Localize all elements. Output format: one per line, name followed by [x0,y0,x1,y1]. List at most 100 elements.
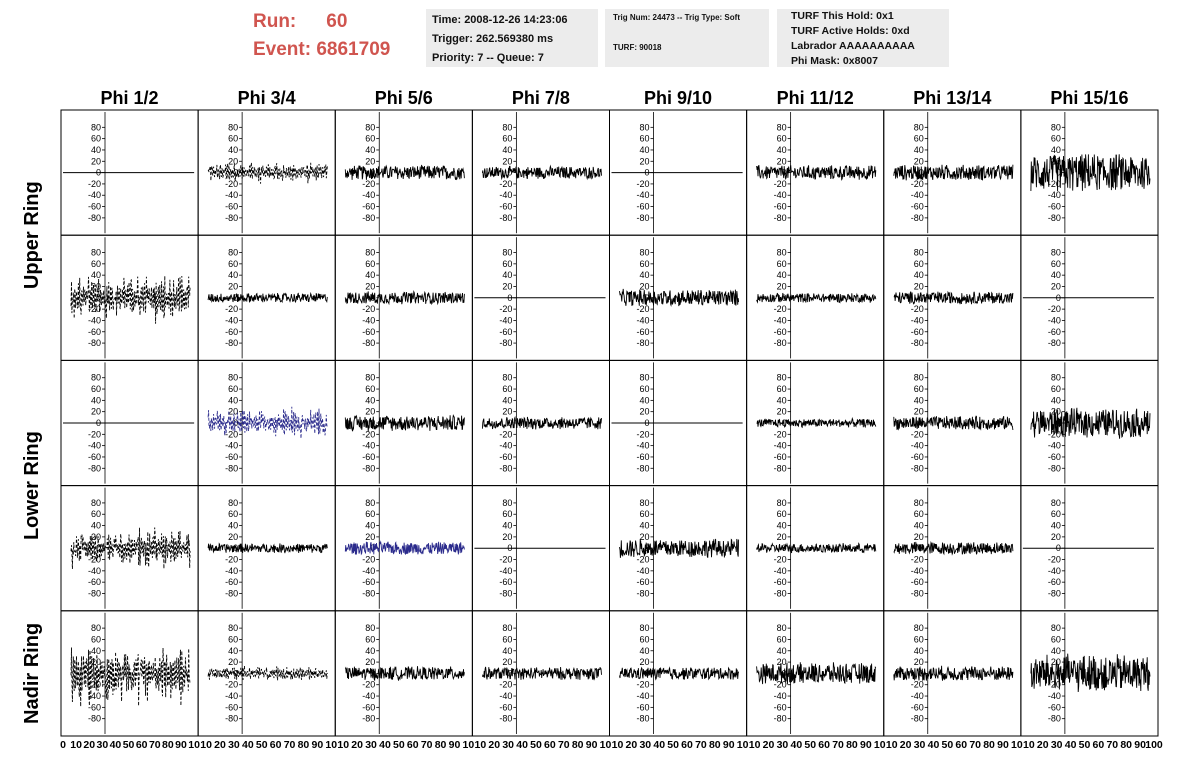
y-tick-label: 20 [228,156,238,166]
y-tick-label: -80 [1048,463,1061,473]
y-tick-label: 60 [914,509,924,519]
y-tick-label: 60 [914,634,924,644]
y-tick-label: -40 [362,691,375,701]
y-tick-label: -80 [774,463,787,473]
y-tick-label: -40 [225,441,238,451]
x-tick-label: 30 [639,739,651,751]
y-tick-label: -20 [911,555,924,565]
y-tick-label: -20 [774,179,787,189]
y-tick-label: 80 [365,373,375,383]
time-text: Time: 2008-12-26 14:23:06 [432,14,568,26]
y-tick-label: 80 [91,498,101,508]
y-tick-label: -60 [774,702,787,712]
y-tick-label: -40 [774,691,787,701]
y-tick-label: -80 [911,463,924,473]
x-tick-label: 70 [284,739,296,751]
y-tick-label: -60 [774,202,787,212]
y-tick-label: 20 [777,657,787,667]
y-tick-label: 80 [228,498,238,508]
y-tick-label: -20 [774,429,787,439]
waveform-trace [207,406,328,439]
y-tick-label: 0 [1056,168,1061,178]
y-tick-label: 60 [914,134,924,144]
y-tick-label: 60 [777,259,787,269]
y-tick-label: 40 [639,646,649,656]
y-tick-label: 60 [228,509,238,519]
y-tick-label: 40 [228,395,238,405]
x-tick-label: 20 [214,739,226,751]
x-tick-label: 40 [790,739,802,751]
x-tick-label: 90 [997,739,1009,751]
x-tick-label: 20 [763,739,775,751]
y-tick-label: -20 [88,555,101,565]
y-tick-label: 20 [91,532,101,542]
y-tick-label: -20 [499,304,512,314]
y-tick-label: 60 [502,634,512,644]
x-tick-label: 40 [242,739,254,751]
waveform-trace [756,164,877,181]
y-tick-label: -40 [636,315,649,325]
y-tick-label: 40 [1051,395,1061,405]
y-tick-label: -80 [499,338,512,348]
waveform-trace [893,290,1014,305]
y-tick-label: 80 [1051,373,1061,383]
y-tick-label: 80 [91,248,101,258]
y-tick-label: 60 [639,134,649,144]
y-tick-label: 80 [502,122,512,132]
y-tick-label: -40 [88,190,101,200]
y-tick-label: 60 [91,134,101,144]
y-tick-label: 40 [1051,145,1061,155]
y-tick-label: -40 [88,691,101,701]
y-tick-label: -20 [362,304,375,314]
y-tick-label: 80 [639,623,649,633]
y-tick-label: -20 [636,429,649,439]
y-tick-label: -40 [225,691,238,701]
column-title: Phi 1/2 [101,88,159,108]
y-tick-label: -60 [499,702,512,712]
x-tick-label: 20 [83,739,95,751]
y-tick-label: -40 [499,190,512,200]
y-tick-label: 60 [502,259,512,269]
y-tick-label: 20 [228,281,238,291]
phi-mask-text: Phi Mask: 0x8007 [791,55,878,67]
y-tick-label: -80 [362,338,375,348]
y-tick-label: -20 [362,555,375,565]
y-tick-label: -40 [225,566,238,576]
run-event-block: Run: 60 Event: 6861709 [253,8,390,64]
y-tick-label: 40 [228,145,238,155]
y-tick-label: -40 [362,441,375,451]
y-tick-label: 60 [365,134,375,144]
x-tick-label: 60 [270,739,282,751]
y-tick-label: 20 [914,407,924,417]
column-title: Phi 7/8 [512,88,570,108]
y-tick-label: 40 [914,145,924,155]
y-tick-label: 20 [639,407,649,417]
waveform-trace [619,538,740,558]
x-tick-label: 70 [149,739,161,751]
y-tick-label: 80 [777,373,787,383]
y-tick-label: 80 [502,498,512,508]
y-tick-label: 60 [365,634,375,644]
x-tick-label: 10 [749,739,761,751]
y-tick-label: 60 [228,634,238,644]
waveform-trace [481,666,602,681]
y-tick-label: -60 [911,702,924,712]
y-tick-label: 60 [365,384,375,394]
y-tick-label: 40 [228,270,238,280]
y-tick-label: 20 [914,532,924,542]
y-tick-label: -80 [88,213,101,223]
y-tick-label: 60 [777,634,787,644]
y-tick-label: -40 [774,315,787,325]
y-tick-label: 80 [91,122,101,132]
time-info-box: Time: 2008-12-26 14:23:06 Trigger: 262.5… [426,9,598,67]
y-tick-label: 80 [502,248,512,258]
y-tick-label: 60 [91,384,101,394]
y-tick-label: -40 [911,315,924,325]
y-tick-label: -20 [225,680,238,690]
y-tick-label: -20 [225,429,238,439]
y-tick-label: 80 [365,248,375,258]
waveform-trace [70,647,191,707]
y-tick-label: -80 [1048,213,1061,223]
y-tick-label: -40 [499,441,512,451]
x-tick-label: 80 [435,739,447,751]
